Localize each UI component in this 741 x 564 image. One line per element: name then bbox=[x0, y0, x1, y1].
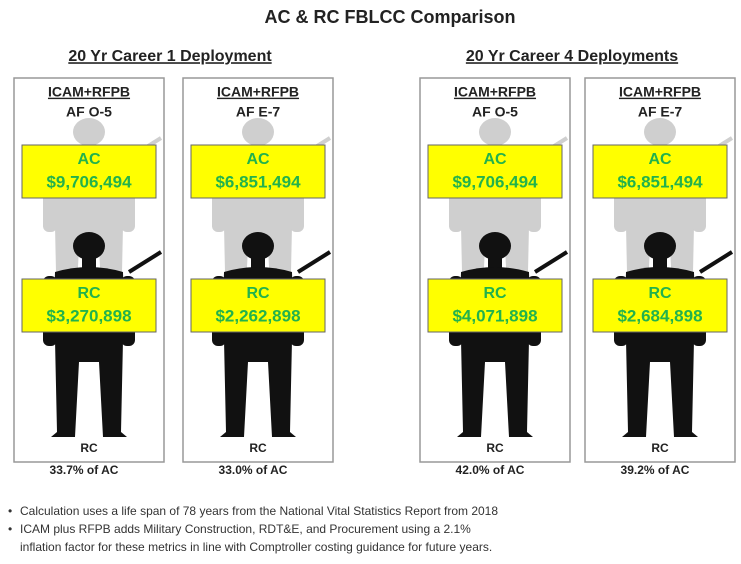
helmet bbox=[73, 232, 105, 260]
note-bullet: • bbox=[8, 522, 12, 536]
ac-label: AC bbox=[483, 151, 507, 168]
rc-label: RC bbox=[246, 285, 270, 302]
bottom-label: RC bbox=[486, 441, 504, 455]
ac-value: $9,706,494 bbox=[452, 172, 538, 191]
rc-value: $4,071,898 bbox=[452, 306, 537, 325]
bottom-label: RC bbox=[651, 441, 669, 455]
ac-value: $9,706,494 bbox=[46, 172, 132, 191]
panel-subtitle: AF O-5 bbox=[472, 104, 518, 120]
helmet bbox=[479, 232, 511, 260]
panel-header: ICAM+RFPB bbox=[454, 84, 536, 100]
neck bbox=[82, 258, 96, 268]
percent-of-ac: 42.0% of AC bbox=[456, 463, 525, 477]
ac-label: AC bbox=[246, 151, 270, 168]
panel-header: ICAM+RFPB bbox=[48, 84, 130, 100]
helmet bbox=[242, 232, 274, 260]
slide: AC & RC FBLCC Comparison 20 Yr Career 1 … bbox=[0, 0, 741, 564]
bottom-label: RC bbox=[249, 441, 267, 455]
note-bullet: • bbox=[8, 504, 12, 518]
helmet bbox=[644, 118, 676, 146]
ac-value: $6,851,494 bbox=[215, 172, 301, 191]
helmet bbox=[644, 232, 676, 260]
helmet bbox=[479, 118, 511, 146]
panel-header: ICAM+RFPB bbox=[217, 84, 299, 100]
rc-value: $3,270,898 bbox=[46, 306, 131, 325]
panel-header: ICAM+RFPB bbox=[619, 84, 701, 100]
group-title: 20 Yr Career 1 Deployment bbox=[68, 48, 272, 65]
panel-subtitle: AF O-5 bbox=[66, 104, 112, 120]
helmet bbox=[242, 118, 274, 146]
rc-value: $2,684,898 bbox=[617, 306, 702, 325]
ac-value: $6,851,494 bbox=[617, 172, 703, 191]
neck bbox=[653, 258, 667, 268]
percent-of-ac: 33.7% of AC bbox=[50, 463, 119, 477]
bottom-label: RC bbox=[80, 441, 98, 455]
note-line: Calculation uses a life span of 78 years… bbox=[20, 504, 498, 518]
neck bbox=[488, 258, 502, 268]
percent-of-ac: 33.0% of AC bbox=[219, 463, 288, 477]
percent-of-ac: 39.2% of AC bbox=[621, 463, 690, 477]
rc-value: $2,262,898 bbox=[215, 306, 300, 325]
helmet bbox=[73, 118, 105, 146]
slide-title: AC & RC FBLCC Comparison bbox=[265, 7, 516, 27]
group-title: 20 Yr Career 4 Deployments bbox=[466, 48, 678, 65]
panel-subtitle: AF E-7 bbox=[638, 104, 683, 120]
neck bbox=[251, 258, 265, 268]
panel-subtitle: AF E-7 bbox=[236, 104, 281, 120]
rc-label: RC bbox=[648, 285, 672, 302]
note-line: inflation factor for these metrics in li… bbox=[20, 540, 492, 554]
rc-label: RC bbox=[77, 285, 101, 302]
ac-label: AC bbox=[77, 151, 101, 168]
ac-label: AC bbox=[648, 151, 672, 168]
rc-label: RC bbox=[483, 285, 507, 302]
note-line: ICAM plus RFPB adds Military Constructio… bbox=[20, 522, 471, 536]
